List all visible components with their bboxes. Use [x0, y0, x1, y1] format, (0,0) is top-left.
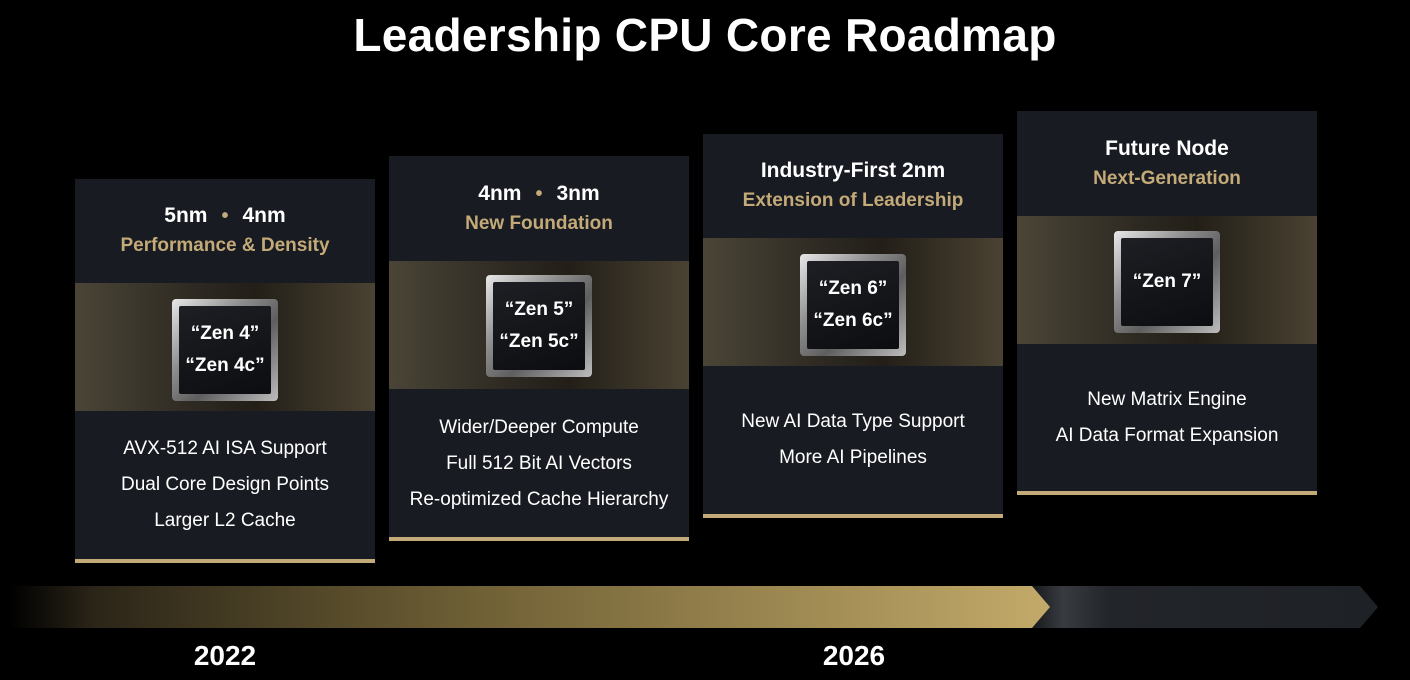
node-label: 4nm	[478, 182, 522, 205]
chip-band: “Zen 5” “Zen 5c”	[389, 261, 689, 389]
bullet-dot-icon: •	[535, 183, 543, 205]
card-tagline: Next-Generation	[1093, 168, 1241, 189]
feature-item: More AI Pipelines	[779, 447, 927, 468]
node-label: 4nm	[242, 204, 286, 227]
timeline-future-segment	[1020, 586, 1378, 628]
feature-list: New Matrix Engine AI Data Format Expansi…	[1017, 344, 1317, 454]
card-header: Industry-First 2nm Extension of Leadersh…	[703, 134, 1003, 238]
node-label: 5nm	[164, 204, 208, 227]
page-title: Leadership CPU Core Roadmap	[353, 9, 1057, 61]
cpu-chip-icon: “Zen 6” “Zen 6c”	[800, 254, 906, 356]
card-header: 5nm • 4nm Performance & Density	[75, 179, 375, 283]
feature-list: New AI Data Type Support More AI Pipelin…	[703, 366, 1003, 476]
feature-list: Wider/Deeper Compute Full 512 Bit AI Vec…	[389, 389, 689, 518]
chip-face: “Zen 7”	[1121, 238, 1213, 326]
feature-item: Larger L2 Cache	[154, 510, 296, 531]
feature-item: Re-optimized Cache Hierarchy	[409, 489, 669, 510]
timeline-arrow	[10, 586, 1378, 628]
core-name: “Zen 4c”	[185, 355, 265, 376]
core-name: “Zen 4”	[190, 323, 260, 344]
feature-list: AVX-512 AI ISA Support Dual Core Design …	[75, 411, 375, 539]
feature-item: New AI Data Type Support	[741, 411, 965, 432]
card-header: Future Node Next-Generation	[1017, 111, 1317, 216]
timeline-year-label: 2026	[822, 640, 886, 671]
card-tagline: Performance & Density	[120, 235, 330, 256]
chip-face: “Zen 6” “Zen 6c”	[807, 261, 899, 349]
card-tagline: New Foundation	[465, 213, 613, 234]
chip-band: “Zen 4” “Zen 4c”	[75, 283, 375, 411]
cpu-chip-icon: “Zen 4” “Zen 4c”	[172, 299, 278, 401]
chip-face: “Zen 4” “Zen 4c”	[179, 306, 271, 394]
cpu-chip-icon: “Zen 5” “Zen 5c”	[486, 275, 592, 377]
process-nodes: 4nm • 3nm	[389, 179, 689, 209]
node-label: Future Node	[1105, 137, 1229, 160]
chip-face: “Zen 5” “Zen 5c”	[493, 282, 585, 370]
node-label: Industry-First 2nm	[760, 159, 946, 182]
card-header: 4nm • 3nm New Foundation	[389, 156, 689, 261]
feature-item: Wider/Deeper Compute	[439, 417, 639, 438]
core-name: “Zen 6c”	[813, 310, 893, 331]
roadmap-card-zen7: Future Node Next-Generation “Zen 7” New …	[1017, 111, 1317, 495]
chip-band: “Zen 6” “Zen 6c”	[703, 238, 1003, 366]
feature-item: Full 512 Bit AI Vectors	[446, 453, 632, 474]
process-nodes: Future Node	[1017, 134, 1317, 164]
roadmap-card-zen6: Industry-First 2nm Extension of Leadersh…	[703, 134, 1003, 518]
core-name: “Zen 6”	[818, 278, 888, 299]
roadmap-card-zen4: 5nm • 4nm Performance & Density “Zen 4” “Z…	[75, 179, 375, 563]
core-name: “Zen 7”	[1132, 271, 1202, 292]
process-nodes: 5nm • 4nm	[75, 201, 375, 231]
feature-item: AI Data Format Expansion	[1055, 425, 1279, 446]
bullet-dot-icon: •	[221, 205, 229, 227]
node-label: 3nm	[556, 182, 600, 205]
feature-item: New Matrix Engine	[1087, 389, 1247, 410]
chip-band: “Zen 7”	[1017, 216, 1317, 344]
core-name: “Zen 5”	[504, 299, 574, 320]
process-nodes: Industry-First 2nm	[703, 156, 1003, 186]
card-tagline: Extension of Leadership	[742, 190, 964, 211]
feature-item: Dual Core Design Points	[120, 474, 330, 495]
cpu-chip-icon: “Zen 7”	[1114, 231, 1220, 333]
core-name: “Zen 5c”	[499, 331, 579, 352]
roadmap-card-zen5: 4nm • 3nm New Foundation “Zen 5” “Zen 5c” …	[389, 156, 689, 541]
timeline-past-segment	[10, 586, 1050, 628]
feature-item: AVX-512 AI ISA Support	[123, 438, 327, 459]
timeline-year-label: 2022	[193, 640, 257, 671]
